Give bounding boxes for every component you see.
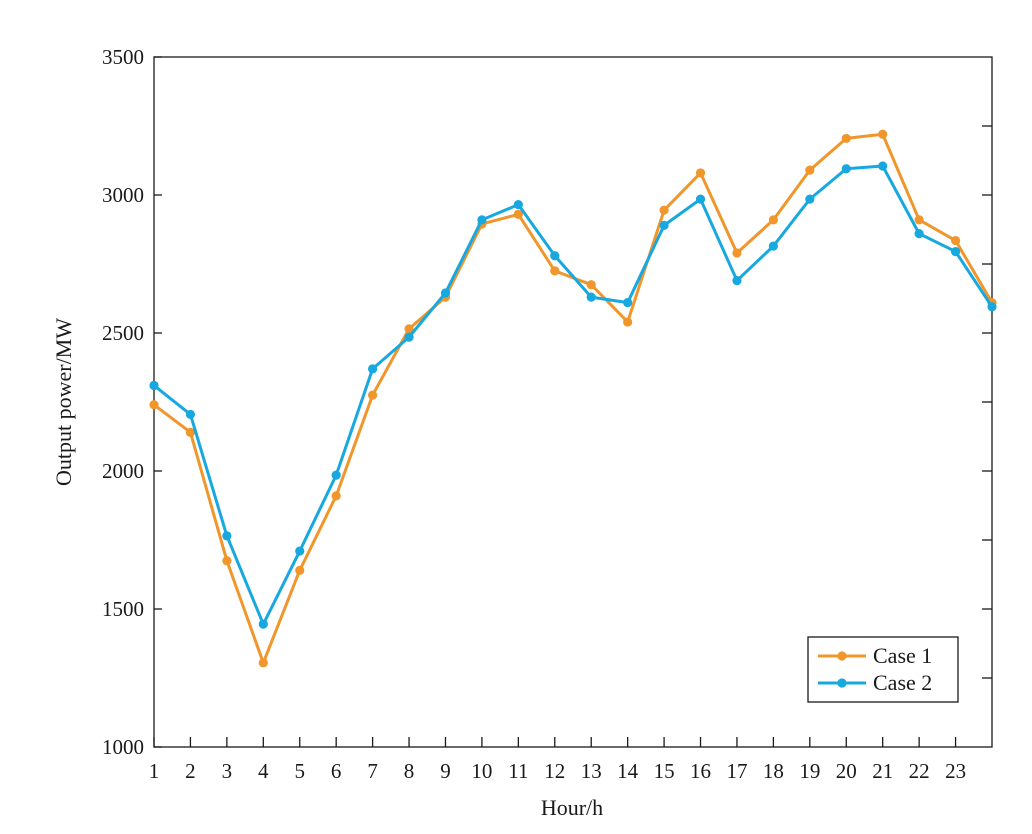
y-tick-label: 3500 <box>102 45 144 69</box>
data-point <box>586 292 596 302</box>
data-point <box>550 251 560 261</box>
data-point <box>732 248 742 258</box>
y-tick-label: 3000 <box>102 183 144 207</box>
data-point <box>149 380 159 391</box>
data-point <box>732 275 742 286</box>
legend-box <box>807 636 959 703</box>
x-tick-label: 11 <box>508 759 528 783</box>
y-tick-label: 1000 <box>102 735 144 759</box>
y-tick-label: 1500 <box>102 597 144 621</box>
data-point <box>513 200 523 210</box>
data-point <box>805 165 815 175</box>
series-line-2 <box>153 164 994 626</box>
data-point <box>805 194 815 204</box>
data-point <box>768 241 778 251</box>
x-tick-label: 8 <box>404 759 415 783</box>
data-point <box>185 427 196 437</box>
data-point <box>987 302 997 312</box>
x-tick-label: 19 <box>799 759 820 783</box>
x-tick-label: 17 <box>726 759 747 783</box>
series-layer <box>149 129 997 668</box>
data-point <box>149 400 159 410</box>
data-point <box>295 565 305 575</box>
x-tick-label: 22 <box>909 759 930 783</box>
data-point <box>258 619 268 629</box>
x-tick-label: 13 <box>581 759 602 783</box>
data-point <box>550 266 560 276</box>
x-tick-label: 18 <box>763 759 784 783</box>
data-point <box>404 324 414 334</box>
data-point <box>331 470 341 480</box>
data-point <box>878 161 888 171</box>
x-tick-label: 16 <box>690 759 711 783</box>
data-point <box>914 215 924 225</box>
x-tick-label: 9 <box>440 759 451 783</box>
x-tick-label: 3 <box>222 759 233 783</box>
data-point <box>404 332 414 342</box>
legend: Case 1 Case 2 <box>807 636 959 703</box>
data-point <box>878 129 888 139</box>
x-tick-label: 15 <box>654 759 675 783</box>
data-point <box>258 658 268 668</box>
data-point <box>440 288 451 298</box>
data-point <box>222 556 232 566</box>
y-tick-label: 2500 <box>102 321 144 345</box>
data-point <box>841 133 851 144</box>
x-tick-label: 14 <box>617 759 639 783</box>
data-point <box>695 194 706 204</box>
data-point <box>222 531 232 541</box>
data-point <box>513 209 523 219</box>
y-axis-title: Output power/MW <box>51 318 76 486</box>
data-point <box>950 235 961 246</box>
data-point <box>368 390 378 400</box>
data-point <box>331 491 341 501</box>
x-tick-label: 1 <box>149 759 160 783</box>
x-tick-label: 21 <box>872 759 893 783</box>
data-point <box>623 298 633 308</box>
y-tick-label: 2000 <box>102 459 144 483</box>
x-tick-label: 7 <box>367 759 378 783</box>
data-point <box>659 205 669 215</box>
x-tick-label: 12 <box>544 759 565 783</box>
data-point <box>914 229 924 239</box>
x-tick-label: 4 <box>258 759 269 783</box>
x-axis-title: Hour/h <box>541 795 603 820</box>
data-point <box>841 164 851 174</box>
legend-label-case-2: Case 2 <box>873 670 932 695</box>
data-point <box>659 220 669 230</box>
legend-marker-case-2 <box>837 678 847 688</box>
x-tick-label: 23 <box>945 759 966 783</box>
data-point <box>695 168 706 178</box>
x-tick-label: 5 <box>294 759 305 783</box>
x-tick-label: 2 <box>185 759 196 783</box>
data-point <box>623 317 633 327</box>
data-point <box>185 409 196 420</box>
series-line-1 <box>153 132 994 665</box>
data-point <box>477 215 487 225</box>
x-tick-label: 10 <box>471 759 492 783</box>
legend-label-case-1: Case 1 <box>873 643 932 668</box>
data-point <box>295 546 305 556</box>
x-tick-label: 20 <box>836 759 857 783</box>
data-point <box>586 280 596 290</box>
series-2 <box>149 161 997 629</box>
data-point <box>768 215 778 225</box>
data-point <box>368 364 378 374</box>
legend-marker-case-1 <box>837 651 847 661</box>
series-1 <box>149 129 997 668</box>
data-point <box>950 246 961 257</box>
x-tick-label: 6 <box>331 759 342 783</box>
